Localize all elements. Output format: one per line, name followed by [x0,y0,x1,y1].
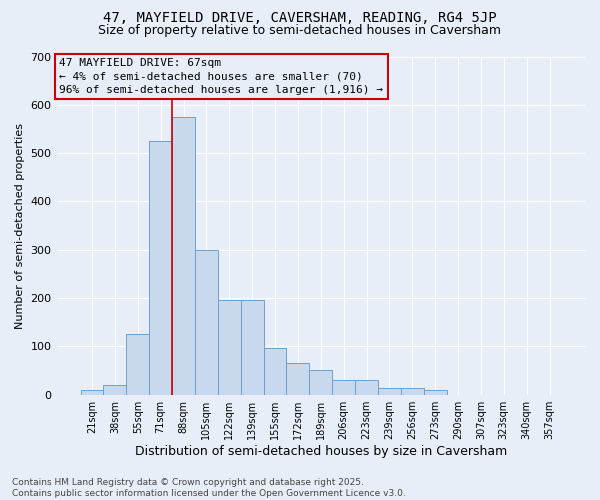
X-axis label: Distribution of semi-detached houses by size in Caversham: Distribution of semi-detached houses by … [134,444,507,458]
Text: 47, MAYFIELD DRIVE, CAVERSHAM, READING, RG4 5JP: 47, MAYFIELD DRIVE, CAVERSHAM, READING, … [103,11,497,25]
Bar [218,300,241,394]
Bar [80,390,103,394]
Bar [241,300,263,394]
Bar [195,250,218,394]
Text: Contains HM Land Registry data © Crown copyright and database right 2025.
Contai: Contains HM Land Registry data © Crown c… [12,478,406,498]
Y-axis label: Number of semi-detached properties: Number of semi-detached properties [15,122,25,328]
Bar [103,385,127,394]
Text: Size of property relative to semi-detached houses in Caversham: Size of property relative to semi-detach… [98,24,502,37]
Text: 47 MAYFIELD DRIVE: 67sqm
← 4% of semi-detached houses are smaller (70)
96% of se: 47 MAYFIELD DRIVE: 67sqm ← 4% of semi-de… [59,58,383,94]
Bar [172,117,195,394]
Bar [332,380,355,394]
Bar [424,390,446,394]
Bar [401,388,424,394]
Bar [263,348,286,395]
Bar [286,364,310,394]
Bar [127,334,149,394]
Bar [378,388,401,394]
Bar [149,141,172,395]
Bar [310,370,332,394]
Bar [355,380,378,394]
